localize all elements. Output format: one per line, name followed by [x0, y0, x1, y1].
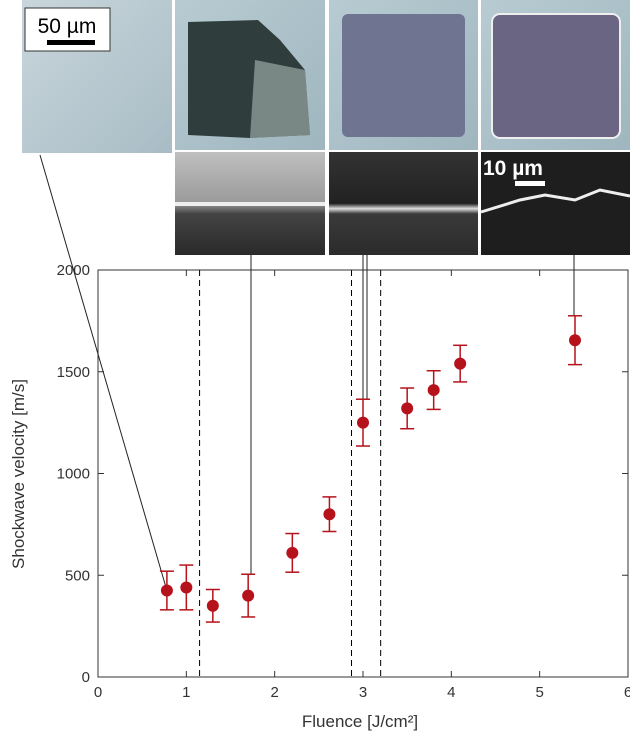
y-tick-label: 500: [65, 567, 90, 584]
scale-bar: [47, 40, 95, 45]
data-point: [242, 590, 254, 602]
data-point: [323, 508, 335, 520]
y-tick-label: 1500: [57, 364, 90, 381]
x-tick-label: 1: [182, 684, 190, 701]
y-tick-label: 1000: [57, 466, 90, 483]
damage-region: [250, 60, 310, 138]
y-tick-label: 0: [82, 669, 90, 686]
data-point: [161, 585, 173, 597]
figure: 50 µm 10 µm 01234560500100015002000 Flue…: [0, 0, 630, 738]
micrographs: 50 µm 10 µm: [22, 0, 630, 255]
x-tick-label: 5: [535, 684, 543, 701]
sem-edge: [175, 202, 325, 206]
data-point: [454, 358, 466, 370]
x-tick-label: 2: [270, 684, 278, 701]
x-tick-label: 3: [359, 684, 367, 701]
scale-bar: [515, 181, 545, 186]
data-point: [428, 384, 440, 396]
sem-image: [329, 152, 478, 255]
data-point: [357, 417, 369, 429]
x-axis-label: Fluence [J/cm²]: [302, 712, 418, 731]
film-square: [342, 14, 465, 137]
data-point: [401, 402, 413, 414]
data-point: [207, 600, 219, 612]
data-point: [286, 547, 298, 559]
x-tick-label: 4: [447, 684, 455, 701]
data-point: [569, 334, 581, 346]
data-point: [180, 581, 192, 593]
x-tick-label: 0: [94, 684, 102, 701]
film-square: [492, 14, 620, 138]
scale-label: 50 µm: [38, 15, 97, 38]
scale-label: 10 µm: [483, 157, 543, 180]
x-tick-label: 6: [624, 684, 630, 701]
y-axis-label: Shockwave velocity [m/s]: [9, 379, 28, 569]
